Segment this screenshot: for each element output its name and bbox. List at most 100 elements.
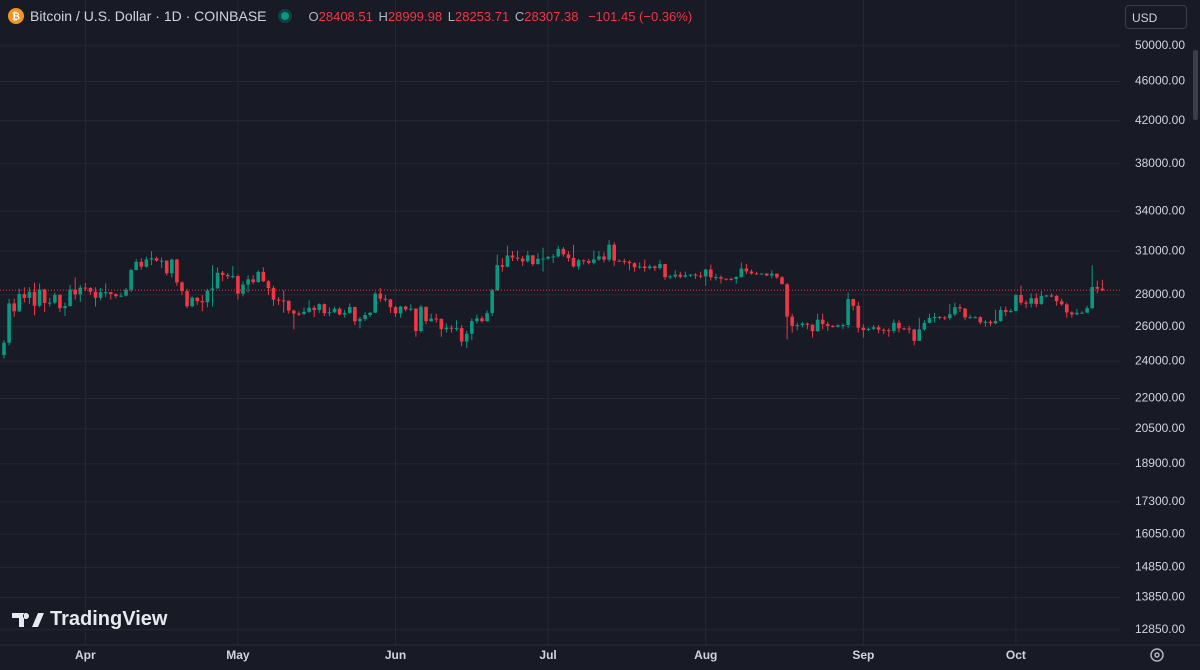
candle-body: [439, 318, 444, 330]
candle-body: [302, 311, 306, 314]
candle-body: [678, 274, 683, 277]
candle-body: [144, 259, 149, 267]
candle-body: [647, 266, 652, 269]
y-tick-label: 34000.00: [1135, 204, 1185, 218]
candle-body: [393, 307, 398, 314]
candle-body: [592, 259, 596, 263]
candle-body: [159, 260, 164, 262]
y-tick-label: 42000.00: [1135, 113, 1185, 127]
logo[interactable]: TradingView: [12, 608, 167, 631]
candle-body: [714, 277, 718, 279]
candle-body: [470, 321, 474, 334]
y-tick-label: 24000.00: [1135, 353, 1185, 367]
candle-body: [103, 292, 108, 294]
candle-body: [312, 307, 316, 311]
candle-body: [851, 299, 855, 306]
candle-body: [673, 274, 678, 277]
candle-body: [251, 279, 255, 283]
candle-body: [7, 303, 11, 343]
candle-body: [414, 308, 418, 332]
candle-body: [281, 300, 286, 302]
candle-body: [32, 291, 37, 306]
candle-body: [688, 274, 693, 276]
candle-body: [998, 310, 1003, 321]
candle-body: [454, 328, 459, 330]
candle-body: [586, 261, 591, 263]
candle-body: [1034, 298, 1039, 305]
candle-body: [988, 321, 993, 324]
candle-body: [917, 329, 922, 341]
candle-body: [2, 342, 6, 355]
candle-body: [846, 299, 850, 326]
y-tick-label: 26000.00: [1135, 319, 1185, 333]
y-tick-label: 18900.00: [1135, 456, 1185, 470]
y-tick-label: 31000.00: [1135, 243, 1185, 257]
candle-body: [815, 319, 820, 332]
scrollbar: [1193, 50, 1198, 120]
candle-body: [180, 282, 184, 292]
candle-body: [754, 273, 759, 275]
candle-body: [1014, 295, 1018, 311]
candle-body: [958, 307, 962, 309]
y-tick-label: 13850.00: [1135, 590, 1185, 604]
candle-body: [73, 289, 77, 295]
candle-body: [983, 321, 988, 323]
currency-select[interactable]: USD: [1125, 5, 1187, 29]
candle-body: [1024, 302, 1028, 304]
candle-body: [347, 307, 352, 313]
candle-body: [114, 294, 118, 297]
logo-mark: [12, 612, 44, 627]
candle-body: [129, 270, 133, 290]
candle-body: [510, 255, 515, 258]
candle-body: [820, 319, 825, 325]
candle-body: [164, 260, 169, 274]
candle-body: [622, 260, 627, 262]
open-label: O: [308, 8, 319, 24]
candle-body: [37, 289, 42, 306]
candle-body: [388, 299, 393, 308]
candle-body: [566, 254, 571, 258]
candle-body: [612, 244, 616, 261]
candle-body: [256, 271, 261, 283]
candle-body: [876, 327, 881, 330]
candle-body: [841, 325, 845, 327]
candle-body: [1009, 310, 1013, 312]
candle-body: [861, 327, 866, 331]
y-tick-label: 38000.00: [1135, 156, 1185, 170]
candle-body: [276, 299, 281, 301]
candle-body: [617, 260, 622, 262]
candle-body: [739, 268, 744, 278]
candle-body: [1090, 286, 1094, 309]
x-tick-label: Jul: [539, 648, 556, 662]
candle-body: [220, 272, 225, 275]
candle-body: [68, 289, 72, 307]
low-label: L: [447, 8, 455, 24]
candle-body: [297, 313, 301, 315]
candle-body: [719, 277, 723, 279]
candle-body: [27, 291, 32, 298]
candle-body: [683, 275, 688, 277]
candle-body: [505, 255, 510, 267]
close-value: 28307.38: [524, 8, 579, 24]
y-tick-label: 17300.00: [1135, 494, 1185, 508]
candle-body: [210, 288, 215, 291]
gear-outer: [1150, 648, 1164, 662]
symbol-title[interactable]: Bitcoin / U.S. Dollar · 1D · COINBASE: [30, 8, 267, 24]
candle-body: [922, 322, 927, 330]
candle-body: [866, 328, 871, 331]
candle-body: [403, 306, 408, 310]
candle-body: [948, 314, 952, 319]
candle-body: [495, 265, 500, 291]
candle-body: [871, 327, 876, 329]
high-label: H: [378, 8, 388, 24]
candle-body: [419, 306, 423, 332]
candle-body: [907, 328, 911, 330]
candle-body: [658, 264, 662, 269]
settings-icon[interactable]: [1150, 648, 1164, 662]
candle-body: [973, 317, 978, 319]
candle-body: [1059, 301, 1064, 305]
candle-body: [632, 263, 637, 268]
candle-body: [337, 308, 342, 315]
candle-body: [556, 248, 561, 257]
candle-body: [520, 258, 525, 262]
